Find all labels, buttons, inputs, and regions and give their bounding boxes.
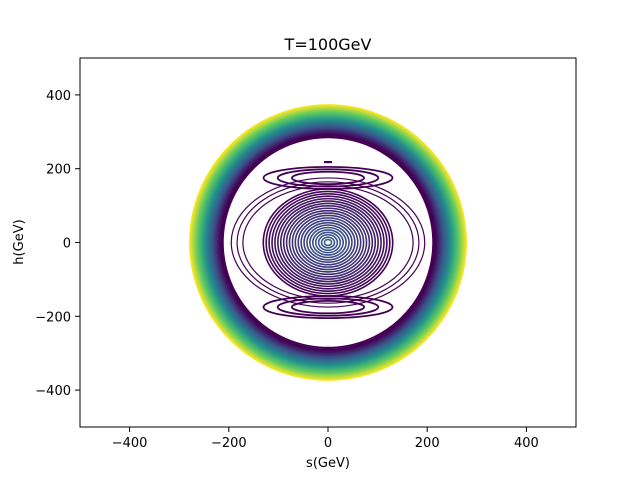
contour-lines bbox=[189, 104, 467, 381]
contour-level-inner bbox=[314, 231, 342, 254]
x-tick-label: 200 bbox=[415, 436, 440, 451]
y-tick-label: 400 bbox=[46, 89, 71, 104]
chart-title: T=100GeV bbox=[284, 35, 372, 54]
x-tick-label: 400 bbox=[514, 436, 539, 451]
contour-level-inner bbox=[271, 195, 385, 290]
contour-level-inner bbox=[297, 217, 359, 268]
x-axis-label: s(GeV) bbox=[306, 456, 350, 471]
contour-level-side bbox=[236, 181, 420, 304]
y-tick-label: 200 bbox=[46, 163, 71, 178]
contour-level-inner bbox=[303, 221, 353, 264]
contour-lobe bbox=[290, 170, 366, 186]
contour-level-inner bbox=[311, 229, 345, 256]
contour-level-dark bbox=[221, 136, 435, 349]
contour-level-inner bbox=[262, 188, 394, 297]
contour-plot-area bbox=[189, 104, 467, 381]
contour-level-inner bbox=[274, 197, 382, 288]
x-tick-label: −400 bbox=[112, 436, 148, 451]
contour-level-inner bbox=[323, 238, 333, 247]
y-tick-label: −200 bbox=[35, 310, 71, 325]
x-tick-label: −200 bbox=[211, 436, 247, 451]
contour-level-inner bbox=[285, 207, 371, 278]
contour-level-inner bbox=[268, 193, 388, 292]
axes: −400 −200 0 200 400 −400 −200 0 200 400 bbox=[35, 57, 577, 451]
contour-level-inner bbox=[294, 214, 362, 271]
contour-level-inner bbox=[288, 209, 368, 276]
contour-level-inner bbox=[306, 224, 350, 261]
contour-level-inner bbox=[320, 236, 336, 249]
contour-level-outer bbox=[220, 134, 436, 351]
contour-level-inner bbox=[265, 190, 391, 295]
contour-lobe bbox=[290, 299, 366, 315]
contour-level-side bbox=[230, 177, 426, 308]
contour-level-inner bbox=[291, 212, 365, 273]
y-tick-label: 0 bbox=[63, 237, 71, 252]
contour-level-inner bbox=[309, 226, 347, 259]
x-tick-label: 0 bbox=[324, 436, 332, 451]
contour-level-inner bbox=[277, 200, 379, 285]
contour-level-inner bbox=[300, 219, 356, 266]
y-axis-label: h(GeV) bbox=[12, 219, 27, 264]
contour-lobe bbox=[276, 168, 380, 188]
contour-level-inner bbox=[282, 205, 374, 280]
contour-level-inner bbox=[317, 233, 339, 252]
contour-level-inner bbox=[279, 202, 377, 283]
contour-lobe bbox=[276, 297, 380, 317]
y-tick-label: −400 bbox=[35, 384, 71, 399]
